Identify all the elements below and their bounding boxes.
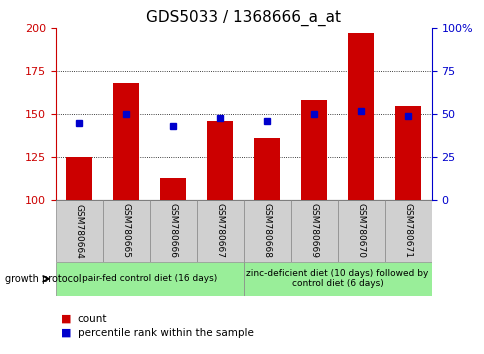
Text: GSM780671: GSM780671 [403,204,412,258]
Text: ■: ■ [60,328,71,338]
Text: pair-fed control diet (16 days): pair-fed control diet (16 days) [82,274,217,283]
Bar [56,200,103,262]
Text: GSM780670: GSM780670 [356,204,365,258]
Bar [150,200,197,262]
Text: ■: ■ [60,314,71,324]
Bar [160,178,186,200]
Bar [394,105,420,200]
Text: GSM780665: GSM780665 [121,204,131,258]
Text: GSM780667: GSM780667 [215,204,224,258]
Text: zinc-deficient diet (10 days) followed by
control diet (6 days): zinc-deficient diet (10 days) followed b… [246,269,428,289]
Text: count: count [77,314,107,324]
Text: GSM780664: GSM780664 [75,204,84,258]
Bar [254,138,280,200]
Bar [243,262,431,296]
Text: growth protocol: growth protocol [5,274,81,284]
Text: GSM780668: GSM780668 [262,204,271,258]
Bar [243,200,290,262]
Bar [384,200,431,262]
Bar [66,157,92,200]
Bar [337,200,384,262]
Text: GSM780666: GSM780666 [168,204,177,258]
Bar [197,200,243,262]
Bar [113,83,139,200]
Text: GSM780669: GSM780669 [309,204,318,258]
Bar [348,34,373,200]
Bar [290,200,337,262]
Bar [56,262,243,296]
Title: GDS5033 / 1368666_a_at: GDS5033 / 1368666_a_at [146,9,341,25]
Bar [301,101,326,200]
Text: percentile rank within the sample: percentile rank within the sample [77,328,253,338]
Bar [207,121,233,200]
Bar [103,200,150,262]
